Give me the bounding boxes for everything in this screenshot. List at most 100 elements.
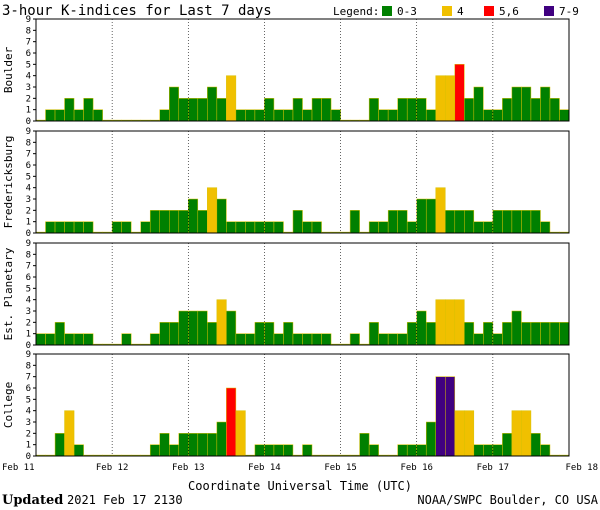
panel-name: Boulder: [2, 46, 15, 93]
k-index-bar: [511, 310, 522, 346]
k-index-bar: [73, 109, 84, 122]
k-index-bar: [454, 210, 465, 234]
k-index-bar: [435, 75, 446, 122]
k-index-bar: [226, 387, 237, 457]
k-index-bar: [54, 433, 65, 457]
k-index-bar: [378, 221, 389, 234]
k-index-bar: [197, 210, 208, 234]
x-tick-label: Feb 12: [96, 463, 129, 473]
k-index-bar: [254, 322, 265, 346]
k-index-bar: [235, 333, 246, 346]
legend-swatch: [484, 6, 494, 16]
k-index-bar: [235, 221, 246, 234]
panel-name: Fredericksburg: [2, 136, 15, 229]
k-index-bar: [169, 444, 180, 457]
y-tick-label: 0: [26, 117, 31, 127]
k-index-bar: [45, 221, 56, 234]
k-index-bar: [283, 322, 294, 346]
k-index-bar: [492, 444, 503, 457]
k-index-bar: [435, 299, 446, 346]
y-tick-label: 0: [26, 341, 31, 351]
k-index-bar: [273, 109, 284, 122]
k-index-bar: [264, 98, 275, 122]
k-index-bar: [406, 322, 417, 346]
k-index-bar: [502, 210, 513, 234]
y-tick-label: 9: [26, 15, 31, 25]
y-tick-label: 5: [26, 395, 31, 405]
k-index-bar: [188, 198, 199, 234]
k-index-bar: [35, 333, 46, 346]
k-index-bar: [454, 410, 465, 457]
k-index-bar: [502, 433, 513, 457]
k-index-bar: [264, 444, 275, 457]
k-index-bar: [397, 98, 408, 122]
k-index-bar: [492, 333, 503, 346]
k-index-bar: [492, 109, 503, 122]
panel: 01 234 567 89 Est. Planetary: [2, 239, 570, 351]
k-index-bar: [216, 421, 227, 457]
k-index-bar: [321, 333, 332, 346]
k-index-bar: [54, 322, 65, 346]
k-index-bar: [149, 210, 160, 234]
k-index-bar: [397, 333, 408, 346]
k-index-bar: [416, 198, 427, 234]
k-index-bar: [445, 376, 456, 457]
k-index-bar: [54, 221, 65, 234]
k-index-bar: [188, 310, 199, 346]
y-tick-label: 2: [26, 94, 31, 104]
k-index-bar: [521, 322, 532, 346]
y-tick-label: 2: [26, 429, 31, 439]
k-index-bar: [454, 64, 465, 122]
k-index-bar: [492, 210, 503, 234]
y-tick-label: 5: [26, 60, 31, 70]
k-index-bar: [197, 310, 208, 346]
k-index-bar: [73, 333, 84, 346]
k-index-bar: [302, 221, 313, 234]
legend: Legend: 0-3 4 5,6 7-9: [333, 5, 579, 18]
y-tick-label: 9: [26, 350, 31, 360]
k-index-bar: [92, 109, 103, 122]
k-index-bar: [368, 322, 379, 346]
k-index-bar: [245, 109, 256, 122]
panel-frame: [35, 130, 570, 234]
k-index-bar: [530, 433, 541, 457]
x-tick-label: Feb 11: [2, 463, 35, 473]
k-index-bar: [207, 322, 218, 346]
k-index-bar: [254, 109, 265, 122]
y-tick-label: 6: [26, 273, 31, 283]
legend-swatch: [442, 6, 452, 16]
k-index-bar: [559, 322, 570, 346]
k-index-bar: [302, 333, 313, 346]
k-index-bar: [435, 376, 446, 457]
k-index-bar: [445, 299, 456, 346]
k-index-bar: [64, 333, 75, 346]
chart-title: 3-hour K-indices for Last 7 days: [2, 3, 272, 19]
x-tick-label: Feb 13: [172, 463, 205, 473]
y-tick-label: 4: [26, 184, 31, 194]
k-index-bar: [416, 444, 427, 457]
k-index-bar: [540, 444, 551, 457]
x-tick-label: Feb 17: [477, 463, 510, 473]
k-index-bar: [416, 310, 427, 346]
k-index-bar: [406, 98, 417, 122]
k-index-bar: [540, 322, 551, 346]
k-index-bar: [549, 322, 560, 346]
k-index-bar: [378, 109, 389, 122]
k-index-bar: [283, 109, 294, 122]
k-index-bar: [464, 322, 475, 346]
k-index-bar: [140, 221, 151, 234]
k-index-bar: [473, 333, 484, 346]
k-index-bar: [397, 444, 408, 457]
legend-item-label: 5,6: [499, 5, 519, 18]
legend-label: Legend:: [333, 5, 379, 18]
k-index-bar: [292, 333, 303, 346]
k-index-bar: [454, 299, 465, 346]
y-tick-label: 3: [26, 307, 31, 317]
k-index-bar: [368, 444, 379, 457]
k-index-bar: [169, 86, 180, 122]
legend-swatch: [544, 6, 554, 16]
k-index-bar: [530, 210, 541, 234]
k-index-bar: [83, 98, 94, 122]
k-index-bar: [483, 322, 494, 346]
y-tick-label: 1: [26, 441, 31, 451]
